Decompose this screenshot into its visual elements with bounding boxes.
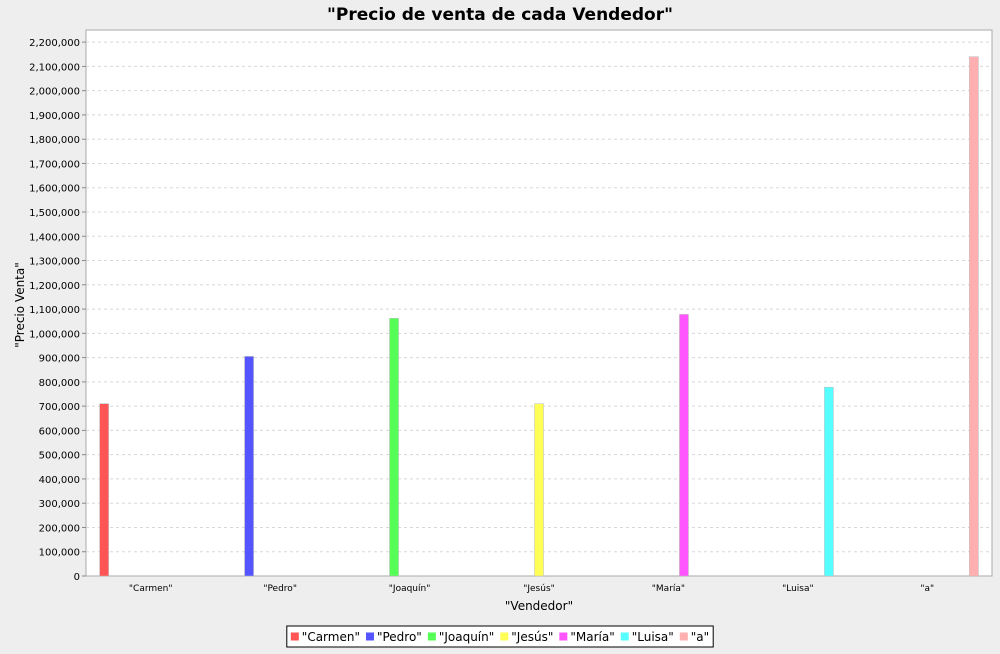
gridlines	[86, 41, 992, 553]
y-tick-label: 1,900,000	[29, 111, 80, 122]
bar	[534, 403, 544, 577]
y-tick-label: 500,000	[39, 451, 80, 462]
bar	[389, 318, 399, 577]
legend-label: "Carmen"	[302, 630, 360, 644]
legend-label: "Pedro"	[377, 630, 422, 644]
y-tick-label: 1,700,000	[29, 159, 80, 170]
bars	[99, 56, 979, 577]
y-tick-label: 1,500,000	[29, 208, 80, 219]
y-tick-label: 600,000	[39, 426, 80, 437]
y-tick-label: 400,000	[39, 475, 80, 486]
y-tick-label: 800,000	[39, 378, 80, 389]
legend-swatch	[290, 632, 299, 641]
legend-swatch	[620, 632, 629, 641]
y-tick-label: 1,800,000	[29, 135, 80, 146]
y-axis-label: "Precio Venta"	[13, 262, 27, 348]
legend-label: "María"	[570, 630, 614, 644]
y-tick-label: 1,000,000	[29, 329, 80, 340]
x-tick-label: "a"	[920, 584, 934, 594]
bar	[969, 56, 979, 577]
y-tick-label: 1,300,000	[29, 257, 80, 268]
legend-box	[286, 625, 714, 648]
legend-label: "Luisa"	[632, 630, 674, 644]
y-tick-label: 1,200,000	[29, 281, 80, 292]
y-tick-label: 2,200,000	[29, 38, 80, 49]
legend-swatch	[559, 632, 568, 641]
bar	[679, 314, 689, 577]
x-tick-label: "Carmen"	[129, 584, 173, 594]
x-tick-label: "Jesús"	[523, 584, 555, 594]
y-tick-label: 100,000	[39, 548, 80, 559]
y-tick-label: 300,000	[39, 499, 80, 510]
chart-title: "Precio de venta de cada Vendedor"	[327, 5, 673, 25]
legend-swatch	[427, 632, 436, 641]
y-axis: 0 100,000 200,000 300,000 400,000 500,000 600,…	[29, 38, 86, 583]
bar	[244, 356, 254, 577]
x-axis: "Carmen" "Pedro" "Joaquín" "Jesús" "María" "L…	[129, 584, 934, 594]
y-tick-label: 900,000	[39, 354, 80, 365]
x-tick-label: "Joaquín"	[389, 584, 431, 594]
legend-swatch	[365, 632, 374, 641]
legend-swatch	[679, 632, 688, 641]
y-tick-label: 2,000,000	[29, 87, 80, 98]
legend-label: "Jesús"	[511, 630, 553, 644]
legend-label: "a"	[691, 630, 709, 644]
legend-label: "Joaquín"	[439, 630, 494, 644]
y-tick-label: 2,100,000	[29, 62, 80, 73]
legend: "Carmen" "Pedro" "Joaquín" "Jesús" "María" "L…	[286, 625, 714, 648]
legend-swatch	[500, 632, 509, 641]
bar	[824, 386, 834, 577]
y-tick-label: 0	[74, 572, 80, 583]
y-tick-label: 700,000	[39, 402, 80, 413]
y-tick-label: 1,100,000	[29, 305, 80, 316]
y-tick-label: 1,400,000	[29, 232, 80, 243]
x-tick-label: "Pedro"	[263, 584, 297, 594]
y-tick-label: 1,600,000	[29, 184, 80, 195]
x-axis-label: "Vendedor"	[505, 599, 573, 613]
x-tick-label: "María"	[652, 584, 685, 594]
x-tick-label: "Luisa"	[782, 584, 814, 594]
y-tick-label: 200,000	[39, 523, 80, 534]
bar	[99, 403, 109, 577]
